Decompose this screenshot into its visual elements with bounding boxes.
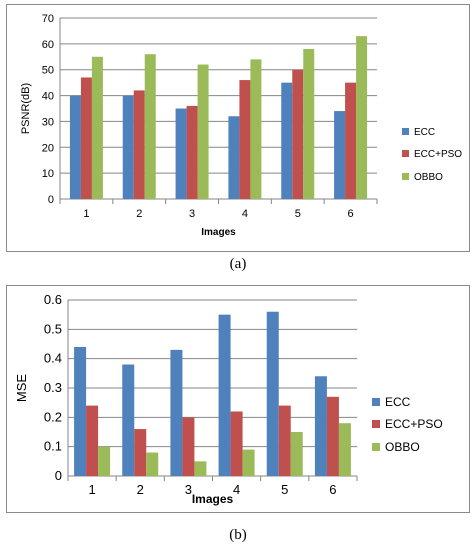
chart-a-x-axis-title: Images	[201, 227, 236, 238]
chart-b-bar-ecc-pso-5	[278, 405, 291, 476]
chart-a-x-tick-label: 2	[136, 208, 142, 220]
chart-a-y-tick-label: 40	[42, 91, 54, 103]
chart-a-bar-ecc-3	[175, 108, 187, 199]
chart-b-x-tick-label: 4	[233, 482, 240, 497]
chart-b-y-tick-label: 0.4	[44, 351, 62, 366]
chart-a-y-tick-label: 0	[48, 194, 54, 206]
chart-b-legend-swatch-2	[372, 443, 380, 451]
chart-b-bar-obbo-1	[98, 446, 111, 476]
chart-b-x-tick-label: 3	[185, 482, 192, 497]
chart-b-legend-label-0: ECC	[385, 395, 411, 409]
chart-a-bar-ecc-6	[334, 111, 346, 199]
chart-b-bar-obbo-6	[338, 423, 351, 476]
chart-b-bar-obbo-4	[242, 449, 255, 476]
chart-b-bar-ecc-pso-1	[86, 405, 99, 476]
chart-a-bar-obbo-1	[91, 56, 103, 200]
chart-b-x-tick-label: 5	[281, 482, 288, 497]
chart-a-bar-obbo-4	[250, 59, 262, 199]
chart-a-y-tick-label: 70	[42, 13, 54, 25]
chart-a-x-tick-label: 3	[189, 208, 195, 220]
chart-a-bar-ecc-1	[69, 95, 81, 199]
chart-a-bar-ecc-2	[122, 95, 134, 199]
chart-a-bar-ecc-pso-6	[345, 82, 357, 199]
chart-b-bar-ecc-5	[266, 311, 279, 476]
chart-a-bar-ecc-5	[281, 82, 293, 199]
chart-a-legend-swatch-0	[402, 128, 409, 135]
chart-b-x-tick-label: 2	[137, 482, 144, 497]
chart-a-bar-ecc-pso-4	[239, 80, 251, 199]
caption-a: (a)	[229, 256, 247, 272]
caption-b: (b)	[229, 527, 247, 543]
chart-a-bar-obbo-6	[356, 36, 368, 199]
chart-a-legend-label-2: OBBO	[414, 172, 443, 183]
chart-a-y-tick-label: 20	[42, 142, 54, 154]
chart-b-bar-obbo-3	[194, 461, 207, 476]
chart-b-legend-swatch-0	[372, 398, 380, 406]
chart-b-x-tick-label: 1	[88, 482, 95, 497]
chart-b-bar-ecc-pso-3	[182, 417, 195, 476]
chart-b-y-tick-label: 0.6	[44, 292, 62, 307]
chart-b-y-tick-label: 0.3	[44, 380, 62, 395]
chart-b-y-tick-label: 0.1	[44, 439, 62, 454]
chart-a-y-tick-label: 30	[42, 116, 54, 128]
chart-a-x-tick-label: 5	[295, 208, 301, 220]
chart-b-legend-swatch-1	[372, 420, 380, 428]
chart-a-y-tick-label: 50	[42, 65, 54, 77]
chart-a-y-axis-title: PSNR(dB)	[20, 83, 32, 134]
chart-b-y-axis-title: MSE	[14, 374, 29, 403]
chart-a-y-tick-label: 60	[42, 39, 54, 51]
chart-b-bar-ecc-2	[122, 364, 135, 476]
chart-a-bar-obbo-2	[144, 54, 156, 200]
chart-a-bar-obbo-5	[303, 49, 315, 200]
chart-b-bar-ecc-6	[314, 376, 327, 476]
chart-b-y-tick-label: 0	[55, 468, 62, 483]
chart-b-bar-ecc-pso-6	[326, 396, 339, 476]
chart-b-bar-ecc-3	[170, 349, 183, 476]
chart-a-legend-swatch-2	[402, 173, 409, 180]
chart-a-x-tick-label: 4	[242, 208, 248, 220]
chart-a-bar-ecc-pso-3	[186, 105, 198, 199]
chart-a-bar-ecc-4	[228, 116, 240, 199]
chart-b-legend-label-2: OBBO	[385, 440, 420, 454]
chart-b-legend-label-1: ECC+PSO	[385, 417, 443, 431]
chart-a-legend-swatch-1	[402, 150, 409, 157]
chart-b-x-axis-title: Images	[192, 492, 234, 506]
chart-a-svg: 0 10 20 30 40 50 60 70 1 2 3 4 5 6 Images PSNR(dB) ECC EC…	[20, 13, 462, 238]
chart-panel-a: 0 10 20 30 40 50 60 70 1 2 3 4 5 6 Images PSNR(dB) ECC EC…	[6, 4, 470, 252]
chart-a-x-tick-label: 1	[83, 208, 89, 220]
chart-b-bar-ecc-pso-4	[230, 411, 243, 476]
chart-a-legend-label-0: ECC	[414, 127, 435, 138]
chart-b-bar-ecc-4	[218, 314, 231, 476]
chart-panel-b: 0 0.1 0.2 0.3 0.4 0.5 0.6 1 2 3 4 5 6 Images MSE ECC ECC…	[6, 285, 470, 513]
chart-b-y-tick-label: 0.5	[44, 321, 62, 336]
chart-b-bar-ecc-pso-2	[134, 429, 147, 476]
chart-b-y-tick-label: 0.2	[44, 409, 62, 424]
chart-b-bar-ecc-1	[74, 346, 87, 476]
chart-a-legend-label-1: ECC+PSO	[414, 149, 462, 160]
chart-b-bar-obbo-2	[146, 452, 159, 476]
chart-a-bar-ecc-pso-1	[80, 77, 92, 199]
chart-a-bar-ecc-pso-5	[292, 69, 304, 199]
chart-b-svg: 0 0.1 0.2 0.3 0.4 0.5 0.6 1 2 3 4 5 6 Images MSE ECC ECC…	[14, 292, 443, 506]
chart-a-x-tick-label: 6	[348, 208, 354, 220]
chart-a-y-tick-label: 10	[42, 168, 54, 180]
chart-b-bar-obbo-5	[290, 432, 303, 476]
chart-b-x-tick-label: 6	[329, 482, 336, 497]
chart-a-bar-ecc-pso-2	[133, 90, 145, 199]
chart-a-bar-obbo-3	[197, 64, 209, 199]
